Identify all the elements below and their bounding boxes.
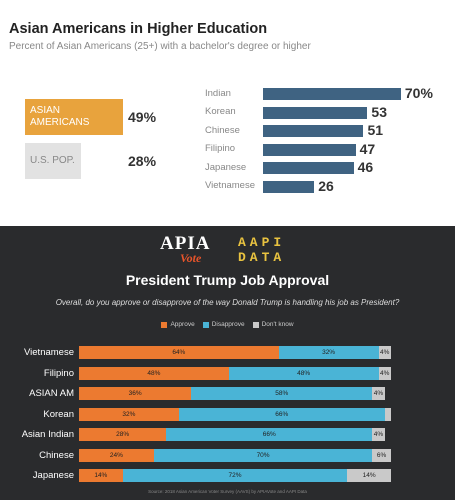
bar-dont-know-asian-indian: [372, 428, 385, 441]
summary-box-u-s-pop: U.S. POP.: [25, 143, 81, 179]
bar-approve-japanese: [79, 469, 123, 482]
summary-value-asian-americans: 49%: [128, 109, 157, 125]
bar-value-chinese: 51: [367, 122, 384, 138]
bar-filipino: [263, 143, 356, 156]
bar-approve-chinese: [79, 448, 154, 462]
bar-value-korean: 53: [371, 103, 387, 120]
bar-label-chinese: Chinese: [205, 124, 240, 136]
bar-disapprove-korean: [178, 407, 385, 421]
label-disapprove-japanese: 72%: [228, 472, 242, 479]
approval-chart-panel: APIA Vote AAPI DATA President Trump Job …: [0, 226, 455, 500]
legend-label-dont-know: Don't know: [261, 321, 294, 328]
bar-dont-know-japanese: [347, 469, 391, 482]
row-label-chinese: Chinese: [39, 449, 74, 461]
label-disapprove-filipino: 48%: [297, 369, 311, 377]
label-disapprove-chinese: 70%: [256, 451, 270, 459]
label-dont-know-vietnamese: 4%: [380, 349, 390, 356]
bar-approve-filipino: [79, 366, 229, 380]
label-dont-know-asian-am: 4%: [373, 390, 384, 397]
bar-value-vietnamese: 26: [318, 177, 334, 194]
row-label-asian-indian: Asian Indian: [21, 429, 74, 440]
education-chart-subtitle: Percent of Asian Americans (25+) with a …: [9, 41, 311, 52]
label-disapprove-vietnamese: 32%: [322, 349, 336, 356]
label-approve-filipino: 48%: [147, 369, 161, 377]
label-dont-know-japanese: 14%: [362, 472, 376, 479]
education-chart-title: Asian Americans in Higher Education: [9, 21, 268, 37]
bar-approve-asian-indian: [79, 428, 167, 441]
legend-approve: Approve: [161, 321, 195, 328]
bar-approve-korean: [79, 407, 179, 421]
label-dont-know-chinese: 6%: [376, 451, 387, 459]
source-note: Source: 2018 Asian American Voter Survey…: [148, 489, 307, 494]
row-label-filipino: Filipino: [43, 367, 74, 379]
legend-swatch-approve: [161, 321, 168, 328]
bar-label-korean: Korean: [205, 106, 236, 117]
row-label-asian-am: ASIAN AM: [29, 388, 74, 399]
label-dont-know-filipino: 4%: [380, 369, 390, 377]
bar-label-vietnamese: Vietnamese: [205, 180, 255, 191]
bar-value-filipino: 47: [359, 140, 376, 157]
legend-disapprove: Disapprove: [202, 321, 245, 328]
legend-swatch-disapprove: [202, 321, 209, 328]
bar-approve-asian-am: [79, 387, 192, 400]
legend-label-disapprove: Disapprove: [211, 321, 245, 328]
label-disapprove-asian-indian: 66%: [262, 431, 276, 438]
bar-indian: [263, 88, 401, 100]
bar-disapprove-asian-am: [191, 387, 373, 400]
bar-value-indian: 70%: [404, 85, 433, 101]
label-dont-know-asian-indian: 4%: [373, 431, 384, 438]
row-label-japanese: Japanese: [32, 470, 74, 481]
bar-chinese: [263, 125, 364, 137]
bar-disapprove-vietnamese: [278, 346, 379, 359]
bar-label-indian: Indian: [205, 87, 231, 99]
row-label-vietnamese: Vietnamese: [24, 347, 74, 358]
bar-vietnamese: [263, 180, 315, 193]
bar-label-filipino: Filipino: [205, 143, 236, 154]
label-approve-vietnamese: 64%: [172, 349, 186, 356]
label-approve-chinese: 24%: [109, 451, 123, 459]
bar-approve-vietnamese: [79, 346, 279, 359]
bar-disapprove-asian-indian: [166, 428, 373, 441]
bar-dont-know-filipino: [378, 366, 391, 380]
bar-japanese: [263, 162, 354, 174]
aapi-data-logo: AAPI: [238, 235, 286, 250]
legend-swatch-dont-know: [252, 321, 259, 328]
bar-disapprove-chinese: [153, 448, 373, 462]
bar-dont-know-vietnamese: [378, 346, 391, 359]
bar-disapprove-filipino: [228, 366, 379, 380]
bar-dont-know-chinese: [372, 448, 391, 462]
bar-value-japanese: 46: [357, 159, 374, 175]
label-approve-japanese: 14%: [94, 472, 108, 479]
education-chart-panel: Asian Americans in Higher Education Perc…: [0, 0, 455, 226]
summary-box-asian-americans: ASIAN AMERICANS: [25, 99, 123, 135]
approval-chart-title: President Trump Job Approval: [125, 272, 330, 288]
bar-label-japanese: Japanese: [205, 161, 247, 173]
legend-label-approve: Approve: [170, 321, 195, 328]
approval-chart-question: Overall, do you approve or disapprove of…: [55, 298, 400, 307]
apiavote-logo-vote: Vote: [180, 251, 202, 265]
bar-disapprove-japanese: [122, 469, 348, 482]
label-approve-korean: 32%: [122, 410, 136, 418]
label-disapprove-asian-am: 58%: [275, 390, 289, 397]
label-approve-asian-am: 36%: [128, 390, 142, 397]
label-disapprove-korean: 66%: [275, 410, 289, 418]
bar-dont-know-korean: [384, 407, 391, 421]
bar-korean: [263, 106, 368, 119]
row-label-korean: Korean: [43, 408, 74, 420]
approval-legend: Approve Disapprove Don't know: [0, 321, 455, 328]
label-approve-asian-indian: 28%: [116, 431, 130, 438]
aapi-data-logo-data: DATA: [238, 250, 286, 265]
legend-dont-know: Don't know: [252, 321, 294, 328]
apiavote-logo: APIA: [160, 233, 211, 254]
bar-dont-know-asian-am: [372, 387, 385, 400]
summary-value-u-s-pop: 28%: [128, 153, 157, 169]
